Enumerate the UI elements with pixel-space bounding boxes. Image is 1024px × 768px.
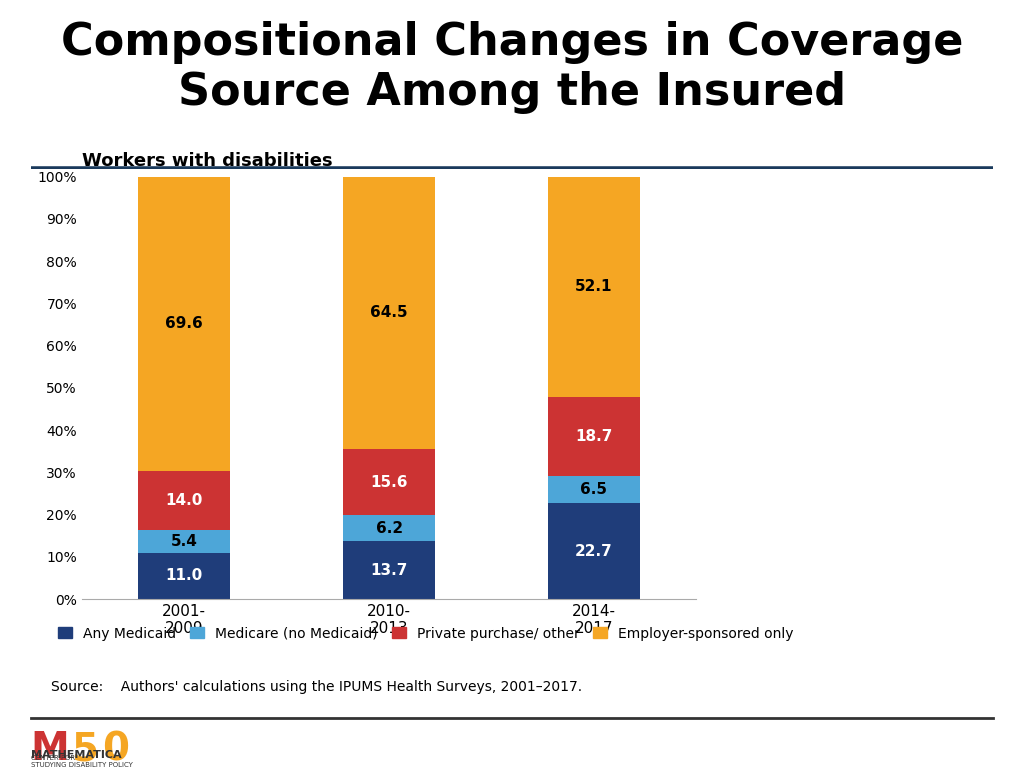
Text: Workers with disabilities: Workers with disabilities: [82, 151, 333, 170]
Bar: [343, 541, 435, 599]
Bar: [343, 449, 435, 515]
Text: 6.2: 6.2: [376, 521, 402, 535]
Bar: [548, 503, 640, 599]
Bar: [138, 471, 230, 530]
Text: MATHEMATICA: MATHEMATICA: [31, 750, 122, 760]
Text: 14.0: 14.0: [166, 493, 203, 508]
Bar: [138, 553, 230, 599]
Text: 64.5: 64.5: [371, 306, 408, 320]
Text: 13.7: 13.7: [371, 563, 408, 578]
Text: 5: 5: [72, 730, 98, 768]
Bar: [548, 397, 640, 475]
Text: Source:    Authors' calculations using the IPUMS Health Surveys, 2001–2017.: Source: Authors' calculations using the …: [51, 680, 583, 694]
Bar: [343, 515, 435, 541]
Text: 69.6: 69.6: [166, 316, 203, 331]
Text: 5.4: 5.4: [171, 534, 198, 548]
Text: 22.7: 22.7: [575, 544, 612, 558]
Bar: [343, 177, 435, 449]
Bar: [138, 530, 230, 553]
Legend: Any Medicaid, Medicare (no Medicaid), Private purchase/ other, Employer-sponsore: Any Medicaid, Medicare (no Medicaid), Pr…: [58, 627, 794, 641]
Text: 6.5: 6.5: [581, 482, 607, 497]
Text: 15.6: 15.6: [371, 475, 408, 489]
Bar: [548, 475, 640, 503]
Text: CENTER FOR
STUDYING DISABILITY POLICY: CENTER FOR STUDYING DISABILITY POLICY: [31, 755, 132, 768]
Text: 52.1: 52.1: [575, 280, 612, 294]
Text: Compositional Changes in Coverage
Source Among the Insured: Compositional Changes in Coverage Source…: [60, 22, 964, 114]
Text: 0: 0: [102, 730, 129, 768]
Text: 18.7: 18.7: [575, 429, 612, 444]
Bar: [548, 177, 640, 397]
Text: M: M: [31, 730, 70, 768]
Text: 11.0: 11.0: [166, 568, 203, 584]
Bar: [138, 177, 230, 471]
